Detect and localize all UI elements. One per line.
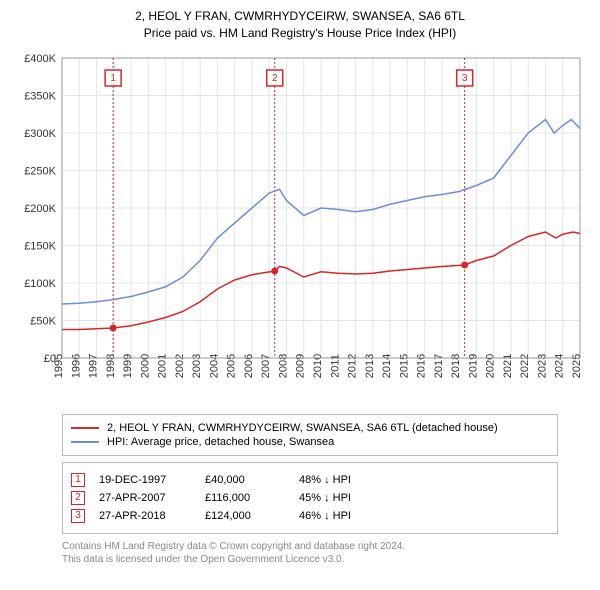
svg-text:£250K: £250K — [24, 165, 56, 177]
legend-swatch-price-paid — [71, 427, 99, 429]
svg-text:2012: 2012 — [347, 353, 359, 377]
svg-text:1: 1 — [110, 73, 116, 84]
footer-line2: This data is licensed under the Open Gov… — [62, 553, 558, 567]
footer: Contains HM Land Registry data © Crown c… — [62, 540, 558, 567]
event-date: 27-APR-2018 — [99, 510, 191, 522]
event-pct: 46% ↓ HPI — [299, 510, 549, 522]
svg-text:2013: 2013 — [364, 353, 376, 377]
event-row: 3 27-APR-2018 £124,000 46% ↓ HPI — [71, 509, 549, 523]
svg-text:2018: 2018 — [450, 353, 462, 377]
svg-text:1996: 1996 — [70, 353, 82, 377]
svg-text:2: 2 — [272, 73, 278, 84]
chart-container: 2, HEOL Y FRAN, CWMRHYDYCEIRW, SWANSEA, … — [0, 0, 600, 590]
svg-text:2014: 2014 — [381, 353, 393, 377]
svg-text:3: 3 — [462, 73, 468, 84]
svg-text:£100K: £100K — [24, 278, 56, 290]
svg-text:2020: 2020 — [485, 353, 497, 377]
svg-text:2021: 2021 — [502, 353, 514, 377]
chart-area: £0£50K£100K£150K£200K£250K£300K£350K£400… — [10, 48, 590, 408]
event-pct: 45% ↓ HPI — [299, 492, 549, 504]
chart-svg: £0£50K£100K£150K£200K£250K£300K£350K£400… — [10, 48, 590, 408]
legend-label: 2, HEOL Y FRAN, CWMRHYDYCEIRW, SWANSEA, … — [107, 422, 498, 434]
svg-text:2025: 2025 — [571, 353, 583, 377]
svg-text:2010: 2010 — [312, 353, 324, 377]
svg-text:2007: 2007 — [260, 353, 272, 377]
event-date: 19-DEC-1997 — [99, 474, 191, 486]
event-row: 2 27-APR-2007 £116,000 45% ↓ HPI — [71, 491, 549, 505]
legend-row: HPI: Average price, detached house, Swan… — [71, 436, 549, 448]
svg-text:£350K: £350K — [24, 90, 56, 102]
svg-text:2000: 2000 — [139, 353, 151, 377]
svg-text:£300K: £300K — [24, 128, 56, 140]
events-table: 1 19-DEC-1997 £40,000 48% ↓ HPI 2 27-APR… — [62, 462, 558, 534]
svg-text:2001: 2001 — [157, 353, 169, 377]
svg-text:1995: 1995 — [53, 353, 65, 377]
svg-text:£400K: £400K — [24, 53, 56, 65]
svg-text:1998: 1998 — [105, 353, 117, 377]
svg-text:2006: 2006 — [243, 353, 255, 377]
event-price: £124,000 — [205, 510, 285, 522]
svg-text:2002: 2002 — [174, 353, 186, 377]
svg-text:£200K: £200K — [24, 203, 56, 215]
event-marker-icon: 2 — [71, 491, 85, 505]
svg-text:1999: 1999 — [122, 353, 134, 377]
svg-text:£50K: £50K — [30, 315, 56, 327]
legend: 2, HEOL Y FRAN, CWMRHYDYCEIRW, SWANSEA, … — [62, 414, 558, 456]
event-marker-icon: 3 — [71, 509, 85, 523]
title-subtitle: Price paid vs. HM Land Registry's House … — [10, 25, 590, 42]
svg-text:2019: 2019 — [467, 353, 479, 377]
svg-text:1997: 1997 — [88, 353, 100, 377]
svg-text:2004: 2004 — [208, 353, 220, 377]
svg-text:2017: 2017 — [433, 353, 445, 377]
svg-text:2024: 2024 — [554, 353, 566, 377]
legend-swatch-hpi — [71, 441, 99, 443]
title-block: 2, HEOL Y FRAN, CWMRHYDYCEIRW, SWANSEA, … — [10, 8, 590, 42]
event-price: £116,000 — [205, 492, 285, 504]
svg-text:2009: 2009 — [295, 353, 307, 377]
svg-text:2015: 2015 — [398, 353, 410, 377]
event-marker-icon: 1 — [71, 473, 85, 487]
event-price: £40,000 — [205, 474, 285, 486]
legend-label: HPI: Average price, detached house, Swan… — [107, 436, 334, 448]
event-pct: 48% ↓ HPI — [299, 474, 549, 486]
title-address: 2, HEOL Y FRAN, CWMRHYDYCEIRW, SWANSEA, … — [10, 8, 590, 25]
svg-text:2023: 2023 — [536, 353, 548, 377]
svg-text:2003: 2003 — [191, 353, 203, 377]
svg-text:2016: 2016 — [416, 353, 428, 377]
event-row: 1 19-DEC-1997 £40,000 48% ↓ HPI — [71, 473, 549, 487]
legend-row: 2, HEOL Y FRAN, CWMRHYDYCEIRW, SWANSEA, … — [71, 422, 549, 434]
event-date: 27-APR-2007 — [99, 492, 191, 504]
svg-text:2008: 2008 — [277, 353, 289, 377]
footer-line1: Contains HM Land Registry data © Crown c… — [62, 540, 558, 554]
svg-text:2005: 2005 — [226, 353, 238, 377]
svg-text:2022: 2022 — [519, 353, 531, 377]
svg-text:£150K: £150K — [24, 240, 56, 252]
